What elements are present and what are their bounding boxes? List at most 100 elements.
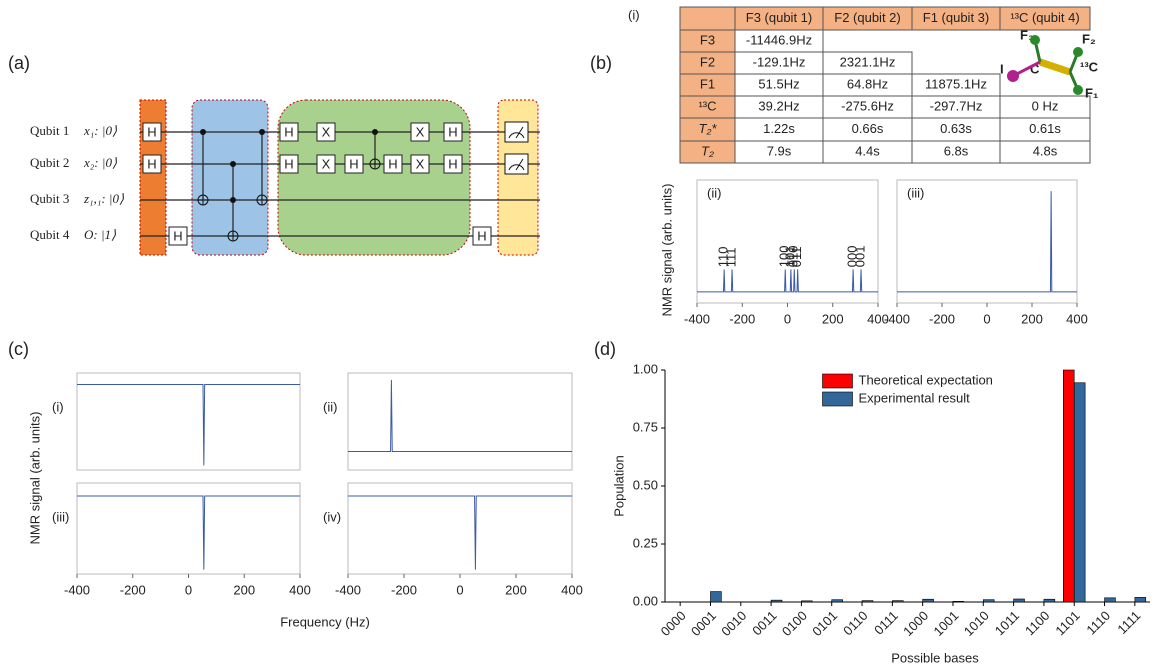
peak-label: 000 <box>845 246 860 268</box>
molecule-label: F₂ <box>1082 31 1096 46</box>
plot-label: (ii) <box>323 399 337 414</box>
gate <box>168 226 188 246</box>
qubit-name: Qubit 4 <box>30 227 70 242</box>
meters <box>504 121 529 175</box>
table-value: -275.6Hz <box>841 98 894 113</box>
stage-box <box>191 99 269 256</box>
gate <box>344 154 364 174</box>
gate-label: H <box>284 156 293 171</box>
x-tick-label: 0101 <box>809 608 840 639</box>
table-value: -129.1Hz <box>753 54 806 69</box>
gate-label: H <box>448 156 457 171</box>
bar <box>861 600 874 603</box>
bar <box>982 599 995 603</box>
qubit-name: Qubit 3 <box>30 191 69 206</box>
molecule-label: C <box>1030 61 1040 76</box>
bar <box>1043 598 1056 603</box>
gate-label: X <box>322 156 331 171</box>
legend-swatch <box>822 391 853 407</box>
gate-label: X <box>322 124 331 139</box>
table-value: -11446.9Hz <box>746 32 812 47</box>
table-value: -297.7Hz <box>930 98 983 113</box>
spectrum-line <box>348 379 572 453</box>
x-tick-label: 200 <box>505 582 527 597</box>
panel-label: (c) <box>8 339 29 359</box>
row-header: F3 <box>700 32 715 47</box>
spectrum-line <box>77 495 300 570</box>
table-value: 6.8s <box>944 143 969 158</box>
x-tick-label: 1001 <box>930 608 961 639</box>
gate-label: H <box>173 228 182 243</box>
table-value: 4.8s <box>1033 143 1058 158</box>
column-header: F3 (qubit 1) <box>746 10 812 25</box>
y-tick-label: 0.50 <box>633 477 658 492</box>
header-cell <box>679 6 736 31</box>
legend-label: Experimental result <box>859 390 971 405</box>
bar <box>801 600 813 603</box>
y-tick-label: 0.00 <box>633 593 658 608</box>
legend-swatch <box>822 373 853 389</box>
x-tick-label: 1011 <box>992 608 1022 638</box>
x-tick-label: 0010 <box>718 608 749 639</box>
qubit-state: x₁: |0⟩ <box>83 123 117 138</box>
plot-label: (i) <box>52 399 64 414</box>
gate <box>383 154 403 174</box>
gate-label: H <box>147 124 156 139</box>
x-tick-label: 1110 <box>1083 608 1113 638</box>
x-tick-label: -200 <box>929 311 955 326</box>
controls <box>200 129 378 203</box>
x-tick-label: 0011 <box>749 608 779 638</box>
x-tick-label: 1000 <box>900 608 931 639</box>
row-header: F1 <box>700 76 715 91</box>
plot-frame <box>347 482 573 575</box>
row-header: F2 <box>700 54 715 69</box>
molecule <box>1007 35 1083 95</box>
column-header: F2 (qubit 2) <box>834 10 900 25</box>
column-header: F1 (qubit 3) <box>923 10 989 25</box>
x-tick-label: 200 <box>1021 311 1043 326</box>
plot-frame <box>76 482 301 575</box>
gate <box>472 226 492 246</box>
qubit-name: Qubit 2 <box>30 155 69 170</box>
peak-label: 111 <box>724 247 739 267</box>
peak-label: 011 <box>789 246 804 267</box>
peak-label: 001 <box>852 246 867 268</box>
molecule-label: F₁ <box>1085 85 1098 100</box>
plot-frame <box>76 372 301 471</box>
x-tick-label: 1101 <box>1052 608 1082 638</box>
spectrum-line <box>697 269 878 293</box>
x-tick-label: 1100 <box>1022 608 1052 638</box>
gate <box>142 122 162 142</box>
bar <box>710 591 722 603</box>
x-tick-label: -200 <box>391 582 417 597</box>
x-tick-label: 1010 <box>961 608 992 639</box>
y-tick-label: 0.25 <box>633 535 658 550</box>
bar <box>922 598 934 603</box>
gate-label: H <box>388 156 397 171</box>
gate-label: H <box>284 124 293 139</box>
table-value: 1.22s <box>763 121 795 136</box>
gate <box>142 154 162 174</box>
row-header: T₂* <box>699 121 718 136</box>
header-cell <box>999 6 1091 31</box>
gate-label: H <box>477 228 486 243</box>
molecule-label: I <box>1000 61 1004 76</box>
qubit-state: O: |1⟩ <box>84 227 116 242</box>
gate-label: H <box>448 124 457 139</box>
molecule-label: ¹³C <box>1080 59 1099 74</box>
gate <box>279 122 299 142</box>
x-tick-label: 400 <box>1066 311 1088 326</box>
x-tick-label: 0 <box>784 311 791 326</box>
plot-label: (iii) <box>52 509 69 524</box>
plot-frame <box>347 372 573 471</box>
panel-label: (d) <box>594 339 616 359</box>
legend-label: Theoretical expectation <box>859 372 993 387</box>
table-cell <box>999 140 1091 164</box>
x-tick-label: 0001 <box>688 608 719 639</box>
gate <box>443 122 463 142</box>
y-axis-title: NMR signal (arb. units) <box>27 412 42 545</box>
table-value: 64.8Hz <box>847 76 888 91</box>
peak-label: 110 <box>716 246 731 267</box>
gate-label: X <box>416 124 425 139</box>
x-tick-label: -200 <box>120 582 146 597</box>
